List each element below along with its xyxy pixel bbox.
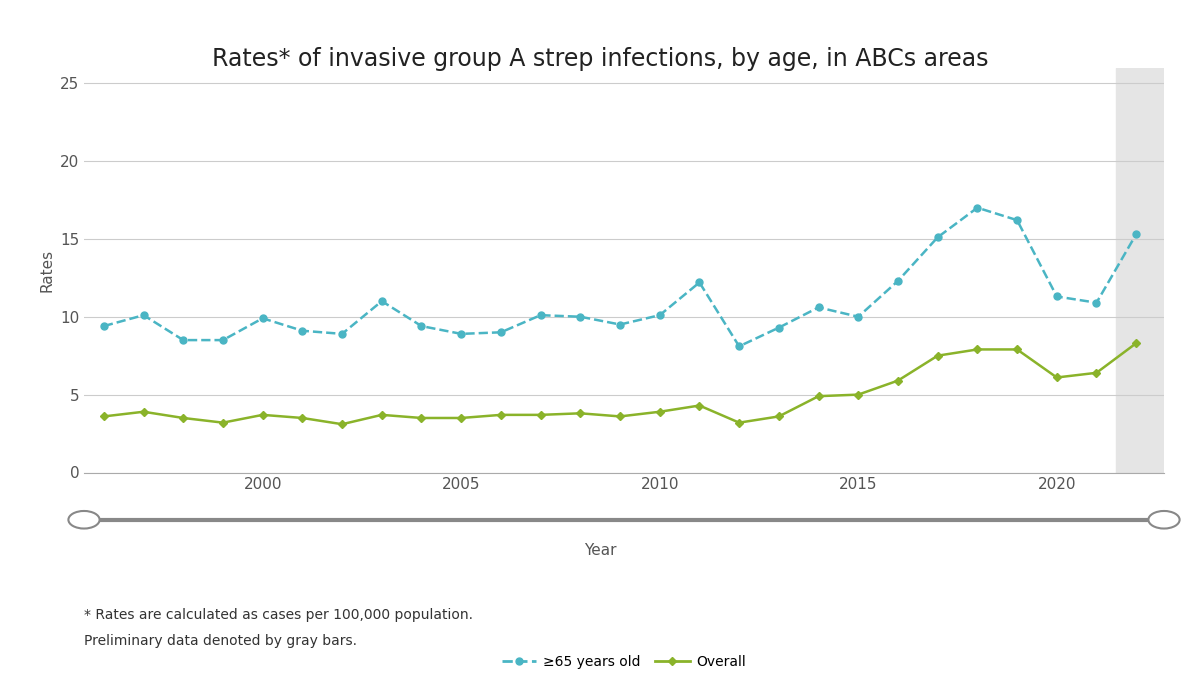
Overall [811,392,826,400]
≥65 years old [1050,292,1064,300]
≥65 years old [811,303,826,311]
≥65 years old [692,278,707,286]
Line: Overall: Overall [101,340,1139,427]
Text: Rates* of invasive group A strep infections, by age, in ABCs areas: Rates* of invasive group A strep infecti… [211,47,989,72]
≥65 years old [970,204,984,212]
≥65 years old [454,330,468,338]
≥65 years old [295,327,310,335]
Overall [653,408,667,416]
≥65 years old [97,322,112,330]
Text: Preliminary data denoted by gray bars.: Preliminary data denoted by gray bars. [84,634,358,649]
Overall [216,418,230,427]
≥65 years old [1010,216,1025,224]
Overall [454,414,468,422]
Overall [493,411,508,419]
Overall [772,412,786,421]
Line: ≥65 years old: ≥65 years old [101,205,1140,350]
Y-axis label: Rates: Rates [40,248,54,292]
Overall [1129,339,1144,347]
Overall [1090,369,1104,377]
≥65 years old [653,311,667,319]
≥65 years old [930,234,944,242]
≥65 years old [216,336,230,344]
≥65 years old [374,297,389,305]
≥65 years old [493,328,508,336]
Overall [374,411,389,419]
≥65 years old [1129,230,1144,238]
Bar [1116,68,1164,472]
Overall [534,411,548,419]
≥65 years old [1090,298,1104,306]
≥65 years old [890,277,905,285]
≥65 years old [574,313,588,321]
Overall [97,412,112,421]
≥65 years old [176,336,191,344]
Overall [890,377,905,385]
Overall [176,414,191,422]
Overall [295,414,310,422]
≥65 years old [534,311,548,319]
Text: * Rates are calculated as cases per 100,000 population.: * Rates are calculated as cases per 100,… [84,608,473,622]
Overall [851,391,865,399]
≥65 years old [851,313,865,321]
Overall [930,352,944,360]
Overall [335,420,349,428]
Legend: ≥65 years old, Overall: ≥65 years old, Overall [497,649,751,674]
Overall [574,409,588,417]
≥65 years old [732,342,746,350]
≥65 years old [137,311,151,319]
≥65 years old [335,330,349,338]
Overall [256,411,270,419]
Overall [1010,346,1025,354]
Overall [732,418,746,427]
Overall [613,412,628,421]
≥65 years old [414,322,428,330]
≥65 years old [256,315,270,323]
Text: Year: Year [583,543,617,558]
Overall [414,414,428,422]
Overall [137,408,151,416]
Overall [970,346,984,354]
≥65 years old [613,321,628,329]
≥65 years old [772,323,786,331]
Overall [692,402,707,410]
Overall [1050,373,1064,381]
